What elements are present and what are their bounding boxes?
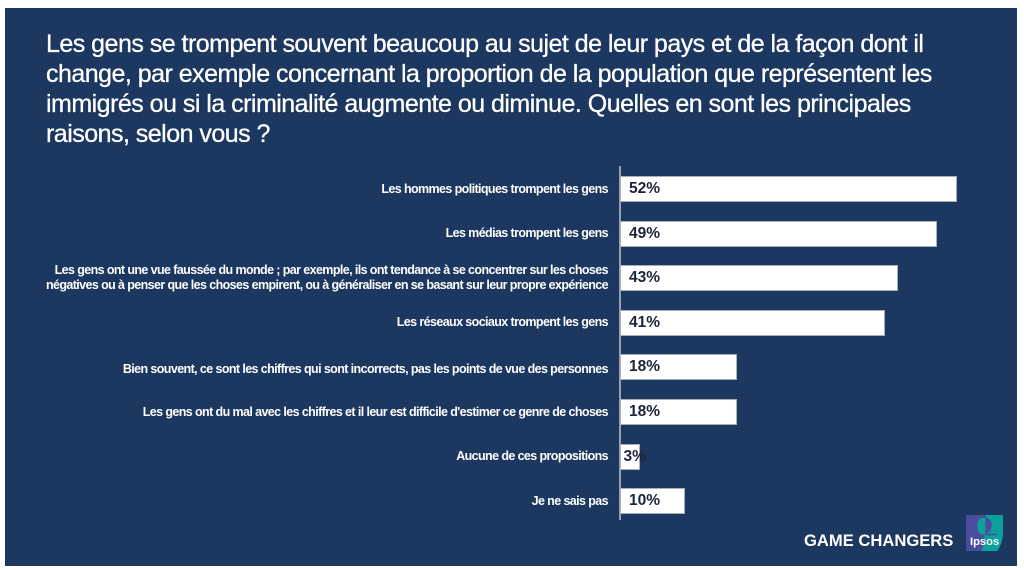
svg-text:Ipsos: Ipsos bbox=[970, 536, 999, 548]
